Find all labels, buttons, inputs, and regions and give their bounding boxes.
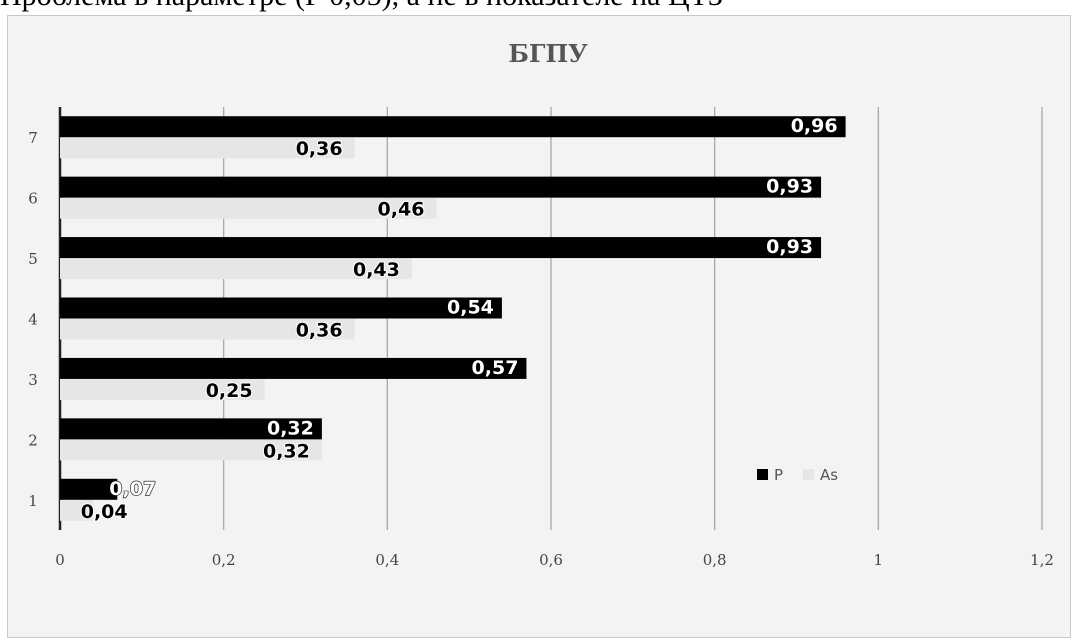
x-tick-label: 0,6 xyxy=(539,551,563,569)
bar-p xyxy=(60,176,822,198)
bar-as xyxy=(60,137,355,159)
data-label-as: 0,32 xyxy=(263,440,310,462)
chart-title: БГПУ xyxy=(508,39,588,68)
y-tick-label: 4 xyxy=(28,311,38,329)
y-tick-label: 2 xyxy=(28,431,38,449)
x-tick-label: 0,4 xyxy=(375,551,399,569)
bar-p xyxy=(60,478,118,500)
x-tick-label: 1 xyxy=(874,551,884,569)
legend-label-p: P xyxy=(774,466,783,484)
data-label-p: 0,57 xyxy=(472,357,519,379)
bar-p xyxy=(60,297,502,319)
bar-p xyxy=(60,357,527,379)
y-tick-label: 5 xyxy=(28,250,38,268)
bar-as xyxy=(60,378,265,400)
y-tick-label: 7 xyxy=(28,129,38,147)
legend-label-as: As xyxy=(820,466,838,484)
data-label-p: 0,54 xyxy=(447,297,494,319)
bar-p xyxy=(60,237,822,259)
legend-swatch-as xyxy=(803,469,814,480)
bar-p xyxy=(60,116,846,138)
cut-off-text-line: Проблема в параметре (Р 0,05), а не в по… xyxy=(0,0,1073,14)
data-label-p: 0,96 xyxy=(791,115,838,137)
data-label-as: 0,25 xyxy=(206,380,253,402)
x-tick-label: 1,2 xyxy=(1030,551,1054,569)
bar-as xyxy=(60,499,93,521)
data-label-p: 0,07 xyxy=(109,478,156,500)
y-tick-label: 6 xyxy=(28,190,38,208)
data-label-as: 0,04 xyxy=(81,501,128,523)
data-label-as: 0,46 xyxy=(378,199,425,221)
y-tick-label: 3 xyxy=(28,371,38,389)
x-tick-label: 0,8 xyxy=(703,551,727,569)
data-label-as: 0,36 xyxy=(296,138,343,160)
data-label-p: 0,93 xyxy=(766,236,813,258)
bar-as xyxy=(60,439,322,461)
bar-as xyxy=(60,258,412,280)
x-tick-label: 0 xyxy=(55,551,65,569)
bar-p xyxy=(60,418,322,440)
data-label-as: 0,43 xyxy=(353,259,400,281)
bar-as xyxy=(60,197,437,219)
data-label-p: 0,93 xyxy=(766,176,813,198)
x-tick-label: 0,2 xyxy=(212,551,236,569)
legend-swatch-p xyxy=(757,469,768,480)
bar-as xyxy=(60,318,355,340)
y-tick-label: 1 xyxy=(28,492,38,510)
data-label-p: 0,32 xyxy=(267,417,314,439)
data-label-as: 0,36 xyxy=(296,320,343,342)
